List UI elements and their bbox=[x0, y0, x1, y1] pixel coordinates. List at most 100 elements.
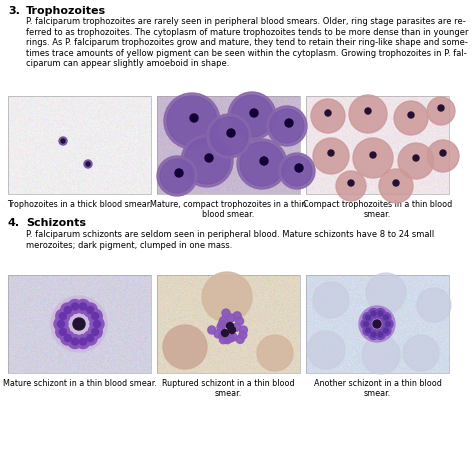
Circle shape bbox=[233, 312, 241, 320]
Circle shape bbox=[221, 330, 228, 337]
Circle shape bbox=[371, 332, 376, 337]
Circle shape bbox=[219, 336, 228, 344]
Text: Trophozoites in a thick blood smear.: Trophozoites in a thick blood smear. bbox=[7, 200, 152, 208]
Circle shape bbox=[56, 309, 70, 324]
Circle shape bbox=[236, 336, 244, 344]
Circle shape bbox=[307, 331, 345, 369]
Circle shape bbox=[383, 328, 388, 333]
Circle shape bbox=[88, 325, 102, 339]
Circle shape bbox=[313, 139, 349, 175]
Circle shape bbox=[403, 335, 439, 371]
Circle shape bbox=[84, 161, 92, 169]
Circle shape bbox=[167, 97, 217, 147]
Circle shape bbox=[285, 120, 293, 128]
Text: ciparum can appear slightly amoeboid in shape.: ciparum can appear slightly amoeboid in … bbox=[26, 59, 229, 68]
Text: Mature schizont in a thin blood smear.: Mature schizont in a thin blood smear. bbox=[2, 378, 156, 387]
Text: P. falciparum schizonts are seldom seen in peripheral blood. Mature schizonts ha: P. falciparum schizonts are seldom seen … bbox=[26, 229, 434, 238]
Circle shape bbox=[91, 313, 99, 320]
Circle shape bbox=[64, 307, 71, 314]
Circle shape bbox=[362, 336, 400, 374]
Circle shape bbox=[366, 273, 406, 313]
Text: Compact trophozoites in a thin blood
smear.: Compact trophozoites in a thin blood sme… bbox=[303, 200, 452, 219]
Circle shape bbox=[175, 170, 183, 177]
Bar bbox=[8, 97, 151, 195]
Circle shape bbox=[217, 324, 225, 331]
Circle shape bbox=[83, 331, 97, 345]
Circle shape bbox=[394, 102, 428, 136]
Bar bbox=[157, 275, 300, 373]
Circle shape bbox=[398, 144, 434, 180]
Text: ferred to as trophozoites. The cytoplasm of mature trophozoites tends to be more: ferred to as trophozoites. The cytoplasm… bbox=[26, 27, 468, 36]
Circle shape bbox=[214, 330, 222, 338]
Circle shape bbox=[227, 323, 234, 330]
Circle shape bbox=[87, 307, 94, 314]
Circle shape bbox=[72, 339, 79, 345]
Circle shape bbox=[267, 107, 307, 147]
Text: 3.: 3. bbox=[8, 6, 20, 16]
Circle shape bbox=[438, 106, 444, 112]
Circle shape bbox=[257, 335, 293, 371]
Circle shape bbox=[61, 140, 65, 144]
Circle shape bbox=[86, 162, 90, 167]
Circle shape bbox=[59, 313, 66, 320]
Circle shape bbox=[383, 315, 388, 320]
Circle shape bbox=[76, 300, 90, 314]
Circle shape bbox=[222, 309, 230, 317]
Circle shape bbox=[157, 157, 197, 197]
Circle shape bbox=[427, 98, 455, 126]
Circle shape bbox=[349, 96, 387, 134]
Circle shape bbox=[181, 136, 233, 187]
Circle shape bbox=[385, 322, 391, 327]
Text: Trophozoites: Trophozoites bbox=[26, 6, 106, 16]
Circle shape bbox=[371, 311, 376, 316]
Circle shape bbox=[260, 157, 268, 166]
Circle shape bbox=[227, 130, 235, 138]
Circle shape bbox=[239, 326, 247, 334]
Circle shape bbox=[325, 111, 331, 117]
Circle shape bbox=[365, 315, 371, 320]
Circle shape bbox=[359, 306, 395, 342]
Circle shape bbox=[90, 317, 104, 331]
Text: Schizonts: Schizonts bbox=[26, 217, 86, 228]
Circle shape bbox=[205, 155, 213, 162]
Circle shape bbox=[208, 326, 216, 334]
Circle shape bbox=[218, 321, 226, 329]
Circle shape bbox=[72, 303, 79, 310]
Bar bbox=[306, 97, 449, 195]
Circle shape bbox=[229, 333, 237, 341]
Circle shape bbox=[54, 317, 68, 331]
Circle shape bbox=[236, 318, 244, 325]
Text: 4.: 4. bbox=[8, 217, 20, 228]
Circle shape bbox=[378, 332, 383, 337]
Circle shape bbox=[227, 334, 235, 342]
Text: Another schizont in a thin blood
smear.: Another schizont in a thin blood smear. bbox=[314, 378, 441, 398]
Circle shape bbox=[202, 273, 252, 322]
Circle shape bbox=[61, 303, 75, 317]
Circle shape bbox=[57, 321, 64, 328]
Circle shape bbox=[381, 313, 391, 323]
Circle shape bbox=[365, 328, 371, 333]
Circle shape bbox=[427, 141, 459, 172]
Bar bbox=[306, 275, 449, 373]
Circle shape bbox=[353, 139, 393, 179]
Circle shape bbox=[365, 109, 371, 115]
Circle shape bbox=[417, 288, 451, 322]
Circle shape bbox=[369, 309, 379, 319]
Circle shape bbox=[413, 156, 419, 162]
Circle shape bbox=[370, 153, 376, 159]
Circle shape bbox=[68, 335, 82, 349]
Circle shape bbox=[383, 319, 393, 329]
Circle shape bbox=[233, 324, 241, 332]
Circle shape bbox=[270, 110, 304, 144]
Circle shape bbox=[56, 325, 70, 339]
Circle shape bbox=[361, 319, 371, 329]
Circle shape bbox=[59, 138, 67, 146]
Circle shape bbox=[160, 160, 194, 193]
Circle shape bbox=[231, 96, 273, 138]
Text: Ruptured schizont in a thin blood
smear.: Ruptured schizont in a thin blood smear. bbox=[162, 378, 295, 398]
Circle shape bbox=[227, 314, 235, 322]
Circle shape bbox=[61, 331, 75, 345]
Circle shape bbox=[219, 317, 228, 325]
Text: times trace amounts of yellow pigment can be seen within the cytoplasm. Growing : times trace amounts of yellow pigment ca… bbox=[26, 48, 467, 57]
Circle shape bbox=[76, 335, 90, 349]
